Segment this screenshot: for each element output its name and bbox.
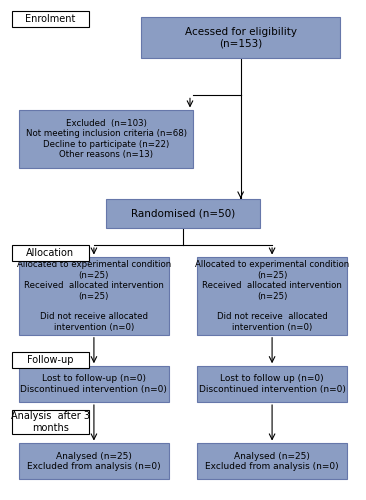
FancyBboxPatch shape — [197, 366, 347, 402]
FancyBboxPatch shape — [12, 410, 89, 434]
FancyBboxPatch shape — [106, 198, 260, 228]
FancyBboxPatch shape — [19, 110, 194, 168]
Text: Randomised (n=50): Randomised (n=50) — [131, 208, 235, 218]
FancyBboxPatch shape — [12, 245, 89, 261]
Text: Allocated to experimental condition
(n=25)
Received  allocated intervention
(n=2: Allocated to experimental condition (n=2… — [195, 260, 349, 332]
FancyBboxPatch shape — [12, 10, 89, 26]
Text: Acessed for eligibility
(n=153): Acessed for eligibility (n=153) — [184, 27, 296, 48]
Text: Analysed (n=25)
Excluded from analysis (n=0): Analysed (n=25) Excluded from analysis (… — [27, 452, 161, 471]
FancyBboxPatch shape — [197, 444, 347, 480]
Text: Lost to follow-up (n=0)
Discontinued intervention (n=0): Lost to follow-up (n=0) Discontinued int… — [20, 374, 167, 394]
FancyBboxPatch shape — [197, 258, 347, 335]
Text: Analysis  after 3
months: Analysis after 3 months — [11, 411, 90, 433]
Text: Allocated to experimental condition
(n=25)
Received  allocated intervention
(n=2: Allocated to experimental condition (n=2… — [17, 260, 171, 332]
Text: Enrolment: Enrolment — [25, 14, 75, 24]
Text: Excluded  (n=103)
Not meeting inclusion criteria (n=68)
Decline to participate (: Excluded (n=103) Not meeting inclusion c… — [26, 119, 187, 159]
FancyBboxPatch shape — [12, 352, 89, 368]
FancyBboxPatch shape — [19, 366, 169, 402]
FancyBboxPatch shape — [141, 17, 340, 58]
FancyBboxPatch shape — [19, 258, 169, 335]
Text: Analysed (n=25)
Excluded from analysis (n=0): Analysed (n=25) Excluded from analysis (… — [205, 452, 339, 471]
Text: Lost to follow up (n=0)
Discontinued intervention (n=0): Lost to follow up (n=0) Discontinued int… — [199, 374, 346, 394]
FancyBboxPatch shape — [19, 444, 169, 480]
Text: Follow-up: Follow-up — [27, 355, 74, 365]
Text: Allocation: Allocation — [26, 248, 74, 258]
